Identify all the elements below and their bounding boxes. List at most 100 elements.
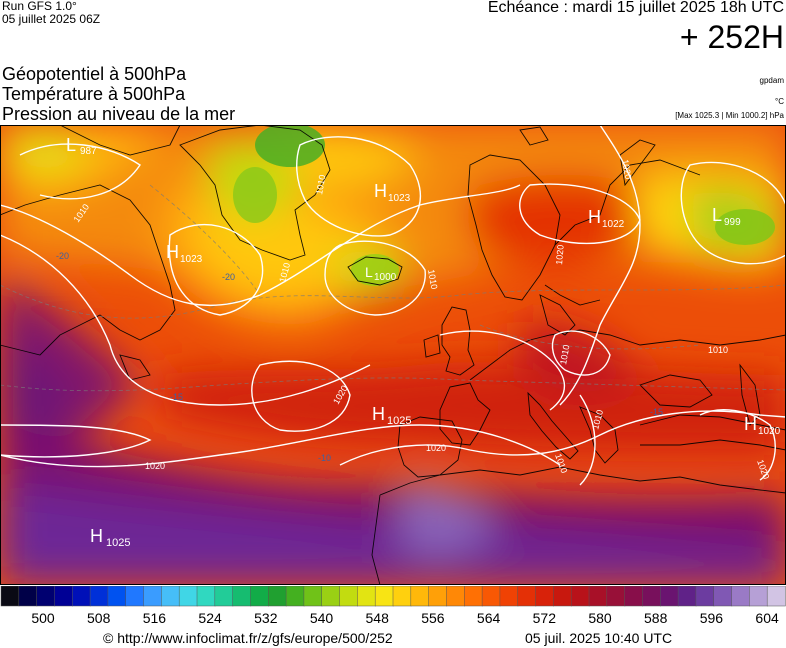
color-scale-tick-label: 604 xyxy=(755,610,779,626)
color-scale-cell xyxy=(36,586,56,607)
color-scale-cell xyxy=(196,586,216,607)
color-scale-bar xyxy=(0,586,786,607)
source-credit: © http://www.infoclimat.fr/z/gfs/europe/… xyxy=(103,630,393,646)
color-scale-cell xyxy=(89,586,109,607)
svg-text:1025: 1025 xyxy=(387,415,411,427)
unit-geopotential: gpdam xyxy=(759,76,784,85)
run-date: 05 juillet 2025 06Z xyxy=(2,12,101,26)
color-scale-tick-label: 580 xyxy=(588,610,612,626)
color-scale-cell xyxy=(695,586,715,607)
color-scale-cell xyxy=(570,586,590,607)
color-scale-cell xyxy=(713,586,733,607)
color-scale-cell xyxy=(374,586,394,607)
color-scale-cell xyxy=(553,586,572,607)
coastlines xyxy=(0,125,786,585)
color-scale-tick-label: 548 xyxy=(365,610,389,626)
isotherm-label: -20 xyxy=(222,272,235,282)
weather-map[interactable]: 1010 1010 1010 1010 1020 1020 1020 1020 … xyxy=(0,125,786,585)
isotherm-label: -15 xyxy=(650,407,663,417)
color-scale-cell xyxy=(677,586,697,607)
color-scale-cell xyxy=(446,586,465,607)
isobars xyxy=(0,125,786,486)
color-scale-cell xyxy=(660,586,679,607)
isotherm-label: -20 xyxy=(56,251,69,261)
color-scale-cell xyxy=(161,586,180,607)
color-scale-cell xyxy=(464,586,483,607)
svg-text:H: H xyxy=(372,404,385,424)
color-scale-cell xyxy=(731,586,751,607)
isobar-label: 1020 xyxy=(554,244,566,265)
color-scale-cell xyxy=(481,586,501,607)
isotherm-label: -15 xyxy=(170,392,183,402)
color-scale-cell xyxy=(232,586,252,607)
color-scale-cell xyxy=(517,586,537,607)
svg-text:H: H xyxy=(374,181,387,201)
color-scale-tick-label: 572 xyxy=(532,610,556,626)
svg-text:1020: 1020 xyxy=(758,426,781,437)
color-scale-tick-label: 516 xyxy=(142,610,167,626)
svg-text:1000: 1000 xyxy=(374,272,397,283)
isobar-label: 1020 xyxy=(620,159,633,180)
high-center-biscay: H 1025 xyxy=(372,404,411,427)
isotherm-labels: -20 -20 -15 -10 -15 xyxy=(56,251,663,463)
high-center-greenland: H 1023 xyxy=(166,242,203,265)
isobar-label: 1010 xyxy=(314,174,327,195)
high-center-turkey: H 1020 xyxy=(744,414,781,437)
color-scale-cell xyxy=(535,586,555,607)
color-scale-cell xyxy=(499,586,519,607)
isobar-label: 1010 xyxy=(426,269,439,290)
color-scale-cell xyxy=(392,586,412,607)
color-scale-cell xyxy=(178,586,198,607)
color-scale-cell xyxy=(428,586,448,607)
color-scale-tick-label: 532 xyxy=(254,610,278,626)
svg-text:L: L xyxy=(365,264,373,280)
color-scale-cell xyxy=(303,586,323,607)
isobar-label: 1010 xyxy=(708,345,728,355)
color-scale-cell xyxy=(250,586,269,607)
color-scale-tick-label: 540 xyxy=(309,610,334,626)
color-scale-cell xyxy=(143,586,163,607)
svg-text:L: L xyxy=(712,205,722,225)
isotherms xyxy=(0,184,786,392)
isobar-label: 1010 xyxy=(558,344,571,365)
svg-text:1022: 1022 xyxy=(602,219,625,230)
svg-text:H: H xyxy=(90,526,103,546)
color-scale-cell xyxy=(0,586,20,607)
svg-text:1023: 1023 xyxy=(180,254,203,265)
color-scale-cell xyxy=(624,586,644,607)
low-center-iceland: L 1000 xyxy=(365,264,397,283)
pressure-min-max: [Max 1025.3 | Min 1000.2] hPa xyxy=(675,111,784,120)
color-scale-tick-label: 564 xyxy=(476,610,501,626)
color-scale-tick-label: 556 xyxy=(421,610,445,626)
color-scale-tick-label: 596 xyxy=(699,610,724,626)
color-scale-cell xyxy=(642,586,661,607)
color-scale-cell xyxy=(125,586,145,607)
isobar-label: 1020 xyxy=(426,443,446,453)
high-center-iceland-north: H 1023 xyxy=(374,181,411,204)
low-center-canada: L 987 xyxy=(66,135,97,157)
svg-text:1023: 1023 xyxy=(388,193,411,204)
isobar-label: 1020 xyxy=(145,461,165,471)
color-scale-cell xyxy=(339,586,359,607)
isotherm-label: -10 xyxy=(318,453,331,463)
color-scale-cell xyxy=(285,586,305,607)
pressure-centers: H 1023 H 1023 L 1000 H 1022 L 999 H 1025 xyxy=(66,135,781,549)
isobar-labels: 1010 1010 1010 1010 1020 1020 1020 1020 … xyxy=(71,159,771,481)
color-scale-cell xyxy=(766,586,786,607)
high-center-scandinavia: H 1022 xyxy=(588,207,625,230)
color-scale-tick-label: 524 xyxy=(198,610,222,626)
color-scale-cell xyxy=(72,586,91,607)
forecast-lead-time: + 252H xyxy=(679,19,784,55)
color-scale-cell xyxy=(107,586,127,607)
forecast-valid-time: Echéance : mardi 15 juillet 2025 18h UTC xyxy=(487,0,784,16)
svg-text:H: H xyxy=(588,207,601,227)
color-scale-tick-label: 508 xyxy=(87,610,111,626)
svg-text:L: L xyxy=(66,135,76,155)
parameter-geopotential: Géopotentiel à 500hPa xyxy=(2,64,187,84)
color-scale-cell xyxy=(18,586,38,607)
svg-text:1025: 1025 xyxy=(106,537,130,549)
color-scale-tick-label: 588 xyxy=(644,610,668,626)
color-scale-cell xyxy=(214,586,234,607)
color-scale-tick-label: 500 xyxy=(31,610,55,626)
generation-time: 05 juil. 2025 10:40 UTC xyxy=(525,630,673,646)
